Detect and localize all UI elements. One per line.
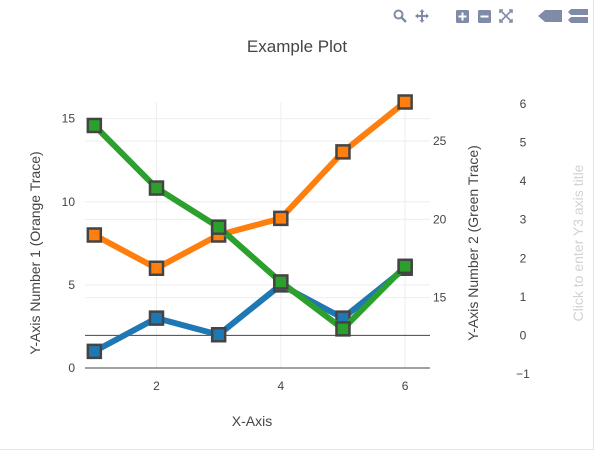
- zoom-in-icon: [455, 9, 469, 23]
- series-3-marker[interactable]: [148, 180, 165, 196]
- series-2-marker[interactable]: [86, 227, 103, 243]
- series-2-marker[interactable]: [148, 260, 165, 276]
- series-line-1[interactable]: [91, 265, 409, 355]
- x-tick-label: 4: [277, 379, 284, 393]
- hover-closest-button[interactable]: [537, 8, 563, 24]
- autoscale-button[interactable]: [497, 8, 515, 24]
- y1-tick-label: 10: [62, 195, 76, 209]
- series-1-marker[interactable]: [210, 327, 227, 343]
- modebar: [391, 8, 589, 24]
- series-1-marker[interactable]: [148, 310, 165, 326]
- hover-compare-button[interactable]: [567, 8, 589, 24]
- series-3-marker[interactable]: [335, 321, 351, 337]
- y2-axis-title[interactable]: Y-Axis Number 2 (Green Trace): [465, 145, 481, 341]
- hover-compare-icon: [568, 9, 588, 23]
- zoom-out-icon: [477, 9, 491, 23]
- series-3-marker[interactable]: [273, 274, 289, 290]
- y2-tick-label: 20: [433, 212, 447, 226]
- y3-tick-label: −1: [516, 367, 530, 381]
- y3-axis-title[interactable]: Click to enter Y3 axis title: [570, 164, 586, 321]
- series-line-3[interactable]: [91, 122, 409, 332]
- series-2-marker[interactable]: [335, 144, 351, 160]
- y3-tick-label: 3: [520, 213, 527, 227]
- series-3-marker[interactable]: [210, 219, 227, 235]
- hover-closest-icon: [538, 10, 562, 22]
- x-tick-label: 2: [153, 379, 160, 393]
- zoom-out-button[interactable]: [475, 8, 493, 24]
- series-2-marker[interactable]: [397, 94, 413, 110]
- series-line-2[interactable]: [91, 99, 409, 272]
- x-axis-title[interactable]: X-Axis: [232, 413, 272, 429]
- series-1-marker[interactable]: [86, 343, 103, 360]
- chart-title[interactable]: Example Plot: [247, 37, 347, 56]
- y2-tick-label: 15: [433, 291, 447, 305]
- y3-tick-label: 6: [520, 97, 527, 111]
- y1-tick-label: 5: [68, 278, 75, 292]
- y3-tick-label: 1: [520, 290, 527, 304]
- y1-axis-title[interactable]: Y-Axis Number 1 (Orange Trace): [27, 151, 43, 354]
- axes: 2 4 6 0 5 10 15 15 20 25 −1 0 1 2 3 4 5 6: [62, 97, 531, 393]
- autoscale-icon: [499, 9, 513, 23]
- y3-tick-label: 4: [520, 174, 527, 188]
- zoom-in-button[interactable]: [453, 8, 471, 24]
- series-3-marker[interactable]: [86, 117, 103, 134]
- series-3-marker[interactable]: [397, 258, 413, 275]
- y1-tick-label: 15: [62, 112, 76, 126]
- series-layer: [86, 94, 413, 360]
- zoom-button[interactable]: [391, 8, 409, 24]
- y3-tick-label: 5: [520, 136, 527, 150]
- y2-tick-label: 25: [433, 134, 447, 148]
- pan-button[interactable]: [413, 8, 431, 24]
- y3-tick-label: 0: [520, 328, 527, 342]
- series-2-marker[interactable]: [273, 210, 289, 227]
- pan-icon: [415, 9, 429, 23]
- grid-lines: [85, 102, 430, 368]
- zoom-icon: [393, 9, 407, 23]
- y1-tick-label: 0: [68, 361, 75, 375]
- y3-tick-label: 2: [520, 251, 527, 265]
- x-tick-label: 6: [402, 379, 409, 393]
